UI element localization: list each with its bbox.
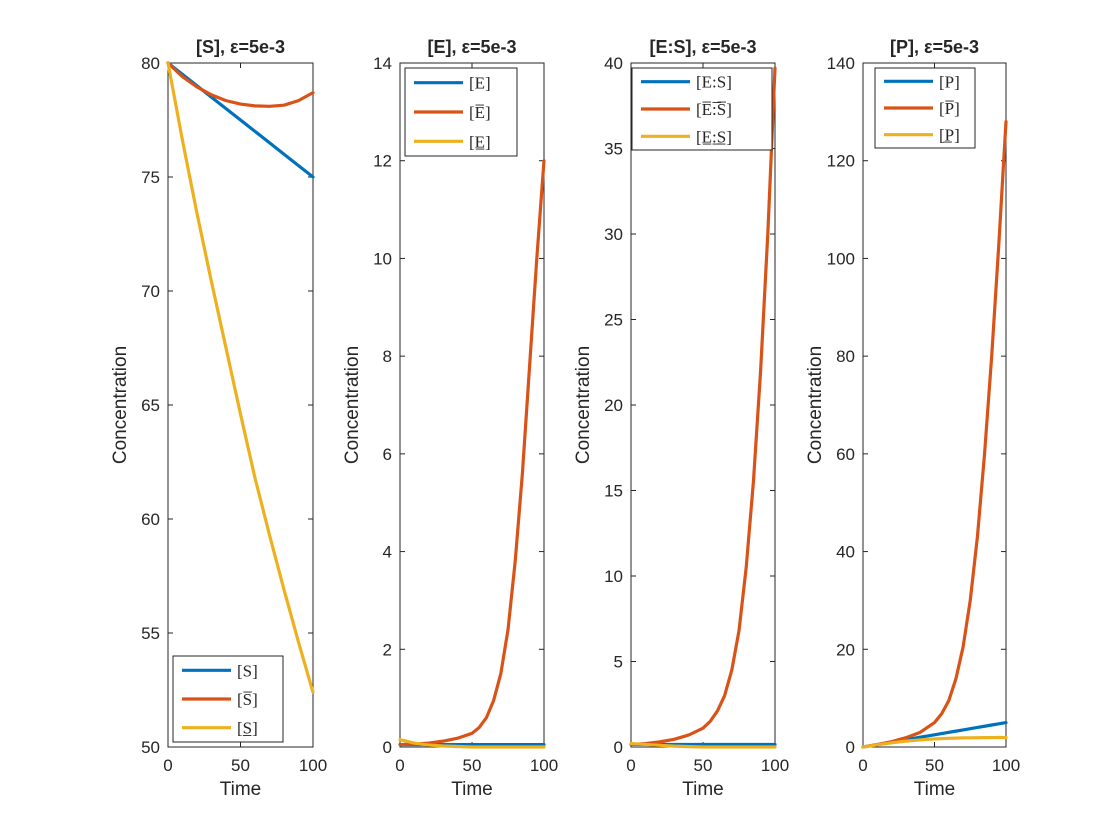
y-tick-label: 0 — [383, 738, 392, 757]
y-tick-label: 5 — [614, 653, 623, 672]
x-tick-label: 0 — [626, 756, 635, 775]
series-line-3 — [861, 735, 1008, 749]
y-tick-label: 60 — [836, 445, 855, 464]
chart-title: [E:S], ε=5e-3 — [649, 37, 756, 57]
legend: [S] [S̅] [S̲] — [172, 655, 284, 743]
y-tick-label: 10 — [373, 249, 392, 268]
x-tick-label: 0 — [858, 756, 867, 775]
chart-panel-3: 0 50 100 0 5 10 15 20 25 30 35 40 [E:S], ε=5e-3 Time C… — [573, 37, 789, 800]
series-line-2 — [166, 61, 315, 108]
y-axis-label: Concentration — [573, 346, 594, 464]
x-tick-label: 100 — [530, 756, 558, 775]
series-line-3 — [398, 738, 546, 749]
legend: [E] [E̅] [E̲] — [404, 67, 518, 157]
x-axis-label: Time — [220, 779, 262, 800]
legend-entry: [E̲:̲S̲] — [696, 127, 732, 146]
y-tick-label: 12 — [373, 152, 392, 171]
x-tick-label: 50 — [694, 756, 713, 775]
legend-entry: [P] — [939, 72, 960, 91]
legend-entry: [E̅:̅S̅] — [696, 100, 732, 119]
legend-entry: [E̲] — [469, 132, 491, 151]
y-tick-label: 2 — [383, 640, 392, 659]
legend: [P] [P̅] [P̲] — [874, 67, 976, 149]
y-tick-label: 40 — [836, 543, 855, 562]
y-tick-label: 140 — [827, 54, 855, 73]
y-tick-label: 20 — [604, 396, 623, 415]
y-tick-label: 14 — [373, 54, 392, 73]
y-tick-label: 0 — [614, 738, 623, 757]
chart-title: [P], ε=5e-3 — [890, 37, 979, 57]
y-tick-label: 80 — [141, 54, 160, 73]
x-tick-label: 0 — [395, 756, 404, 775]
y-tick-label: 100 — [827, 249, 855, 268]
x-axis-label: Time — [914, 779, 956, 800]
y-tick-label: 10 — [604, 567, 623, 586]
x-tick-label: 100 — [761, 756, 789, 775]
legend-entry: [P̲] — [939, 126, 960, 145]
legend-entry: [E̅] — [469, 103, 491, 122]
y-tick-label: 55 — [141, 624, 160, 643]
y-tick-label: 8 — [383, 347, 392, 366]
y-tick-label: 50 — [141, 738, 160, 757]
y-tick-label: 4 — [383, 543, 392, 562]
y-axis-label: Concentration — [110, 346, 131, 464]
x-tick-label: 50 — [231, 756, 250, 775]
y-tick-label: 35 — [604, 140, 623, 159]
y-tick-label: 65 — [141, 396, 160, 415]
x-axis-label: Time — [451, 779, 493, 800]
legend-entry: [E:S] — [696, 73, 732, 92]
y-tick-label: 70 — [141, 282, 160, 301]
x-tick-label: 50 — [463, 756, 482, 775]
y-tick-label: 40 — [604, 54, 623, 73]
y-tick-label: 80 — [836, 347, 855, 366]
chart-panel-4: 0 50 100 0 20 40 60 80 100 120 140 [P], ε=5e-3 Time C… — [805, 37, 1020, 800]
series-line-3 — [629, 741, 777, 749]
y-tick-label: 15 — [604, 482, 623, 501]
y-axis-label: Concentration — [342, 346, 363, 464]
x-tick-label: 50 — [925, 756, 944, 775]
y-tick-label: 20 — [836, 640, 855, 659]
chart-title: [S], ε=5e-3 — [196, 37, 285, 57]
y-tick-label: 75 — [141, 168, 160, 187]
y-axis-label: Concentration — [805, 346, 826, 464]
y-tick-label: 25 — [604, 311, 623, 330]
x-tick-label: 100 — [992, 756, 1020, 775]
series-line-2 — [629, 66, 777, 747]
legend: [E:S] [E̅:̅S̅] [E̲:̲S̲] — [631, 67, 773, 151]
y-tick-label: 6 — [383, 445, 392, 464]
y-tick-label: 120 — [827, 152, 855, 171]
y-tick-label: 30 — [604, 225, 623, 244]
series-line-3 — [166, 61, 315, 694]
x-axis-label: Time — [682, 779, 724, 800]
chart-title: [E], ε=5e-3 — [427, 37, 516, 57]
legend-entry: [E] — [469, 74, 491, 93]
y-tick-label: 60 — [141, 510, 160, 529]
y-tick-label: 0 — [846, 738, 855, 757]
series-line-2 — [398, 159, 546, 747]
legend-entry: [P̅] — [939, 99, 960, 118]
legend-entry: [S̲] — [237, 719, 258, 738]
chart-panel-2: 0 50 100 0 2 4 6 8 10 12 14 [E], ε=5e-3 Time Concentr… — [342, 37, 558, 800]
legend-entry: [S̅] — [237, 690, 258, 709]
series-line-2 — [861, 120, 1008, 749]
legend-entry: [S] — [237, 661, 258, 680]
x-tick-label: 0 — [163, 756, 172, 775]
x-tick-label: 100 — [299, 756, 327, 775]
